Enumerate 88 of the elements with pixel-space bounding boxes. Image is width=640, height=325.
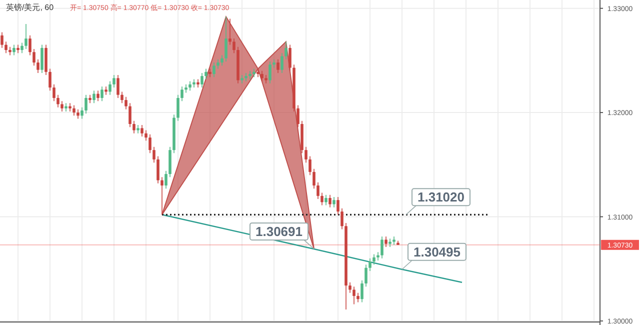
- candlestick: [352, 286, 356, 305]
- candlestick: [168, 146, 172, 178]
- candlestick: [200, 72, 204, 88]
- candlestick: [148, 134, 152, 154]
- candlestick: [140, 124, 144, 137]
- candlestick: [176, 94, 180, 122]
- candlestick: [228, 18, 232, 46]
- candlestick: [112, 74, 116, 88]
- candlestick: [152, 146, 156, 163]
- candlestick: [348, 282, 352, 294]
- candlestick: [288, 44, 292, 72]
- candlestick: [216, 59, 220, 70]
- candlestick: [196, 78, 200, 88]
- candlestick: [64, 102, 68, 112]
- candlestick: [24, 24, 28, 50]
- line-series: [161, 214, 463, 284]
- candlestick: [100, 86, 104, 102]
- candlestick: [104, 86, 108, 96]
- candlestick: [204, 68, 208, 80]
- candlestick: [324, 194, 328, 206]
- candlestick: [296, 104, 300, 128]
- candlestick: [320, 192, 324, 206]
- candlestick: [356, 292, 360, 303]
- candlestick: [120, 91, 124, 104]
- candlestick: [192, 78, 196, 88]
- candlestick: [80, 106, 84, 120]
- candlestick: [84, 94, 88, 114]
- candlestick: [332, 196, 336, 208]
- candlestick: [132, 120, 136, 134]
- candlestick: [360, 280, 364, 303]
- candlestick: [188, 80, 192, 92]
- candlestick: [48, 68, 52, 92]
- data-label: 1.30495: [414, 244, 460, 260]
- candlestick: [276, 59, 280, 74]
- candlestick: [260, 70, 264, 82]
- candlestick: [36, 59, 40, 74]
- candlestick: [124, 96, 128, 110]
- candlestick: [128, 102, 132, 128]
- candlestick: [284, 41, 288, 60]
- candlestick: [212, 62, 216, 78]
- candlestick: [72, 104, 76, 116]
- candlestick: [388, 238, 392, 248]
- candlestick: [264, 74, 268, 84]
- candlestick: [52, 84, 56, 102]
- candlestick: [268, 61, 272, 84]
- candlestick: [144, 130, 148, 142]
- candlestick: [0, 32, 4, 48]
- data-label: 1.31020: [418, 190, 464, 205]
- candlestick: [220, 54, 224, 66]
- candlestick: [368, 258, 372, 272]
- candlestick: [92, 90, 96, 104]
- candlestick: [40, 44, 44, 74]
- candlestick: [180, 86, 184, 102]
- candlestick: [156, 156, 160, 184]
- candlestick: [304, 146, 308, 163]
- candlestick: [372, 254, 376, 266]
- candlestick: [380, 236, 384, 259]
- candlestick: [316, 182, 320, 200]
- candlestick: [240, 74, 244, 84]
- data-label: 1.30691: [256, 224, 302, 239]
- candlestick: [4, 41, 8, 54]
- candlestick: [364, 264, 368, 287]
- candlestick: [96, 90, 100, 102]
- candlestick: [308, 156, 312, 176]
- candlestick: [232, 38, 236, 54]
- candlestick: [76, 109, 80, 120]
- candlestick: [108, 80, 112, 96]
- candlestick: [328, 194, 332, 208]
- candlestick: [28, 35, 32, 56]
- candlestick: [336, 196, 340, 216]
- candlestick: [68, 102, 72, 112]
- candlestick: [20, 42, 24, 54]
- candlestick: [160, 176, 164, 216]
- candlestick: [44, 44, 48, 76]
- chart-title: 英镑/美元, 60: [6, 3, 54, 12]
- candlestick: [164, 170, 168, 190]
- candlestick: [56, 94, 60, 108]
- candlestick: [224, 16, 228, 62]
- candlestick: [32, 48, 36, 66]
- candlestick: [376, 252, 380, 261]
- candlestick: [312, 168, 316, 190]
- candlestick: [60, 100, 64, 112]
- candlestick: [116, 74, 120, 98]
- candlestick: [12, 44, 16, 56]
- candlestick: [384, 236, 388, 248]
- candlestick: [280, 52, 284, 74]
- candlestick: [244, 72, 248, 82]
- candlestick: [340, 208, 344, 230]
